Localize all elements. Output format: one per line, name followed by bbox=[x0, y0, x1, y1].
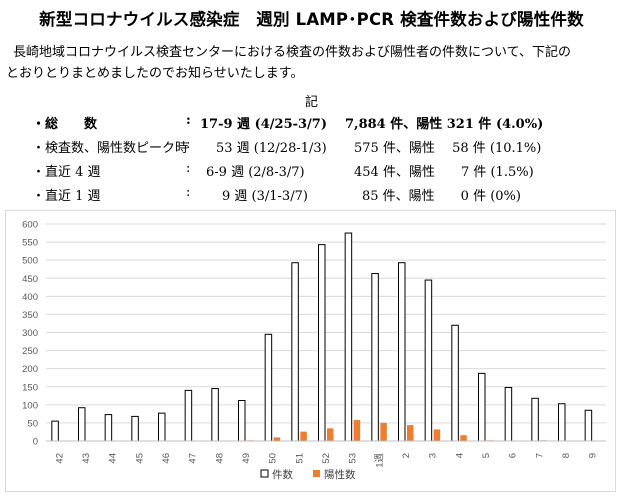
bar-kensu bbox=[344, 232, 353, 442]
x-tick-label: 44 bbox=[108, 453, 119, 464]
bar-yosei bbox=[353, 420, 361, 441]
summary-colon: : bbox=[186, 137, 191, 152]
ki-heading: 記 bbox=[304, 95, 318, 110]
bar-yosei bbox=[380, 422, 387, 441]
x-tick-label: 1週 bbox=[373, 453, 385, 468]
x-tick-label: 48 bbox=[214, 453, 225, 464]
x-tick-label: 53 bbox=[348, 453, 359, 464]
legend-label-yosei: 陽性数 bbox=[324, 468, 356, 481]
y-tick-label: 550 bbox=[22, 238, 38, 249]
bar-kensu bbox=[51, 420, 59, 442]
x-tick-label: 42 bbox=[54, 453, 65, 464]
bar-yosei bbox=[407, 425, 414, 441]
summary-weeks: 9 週 (3/1-3/7) bbox=[222, 189, 308, 204]
x-tick-label: 43 bbox=[81, 453, 92, 464]
bar-kensu bbox=[158, 412, 166, 442]
legend-label-kensu: 件数 bbox=[272, 468, 293, 481]
y-tick-label: 100 bbox=[22, 400, 38, 411]
legend-swatch-kensu bbox=[260, 469, 269, 478]
summary-label: ・総 数 bbox=[32, 117, 98, 132]
y-tick-label: 250 bbox=[22, 346, 38, 357]
bar-kensu bbox=[238, 399, 246, 442]
summary-counts: 575 件、陽性 58 件 (10.1%) bbox=[354, 141, 542, 156]
x-tick-label: 46 bbox=[161, 453, 172, 464]
x-tick-label: 52 bbox=[321, 453, 332, 464]
bar-kensu bbox=[184, 389, 193, 442]
y-tick-label: 50 bbox=[27, 418, 38, 429]
bar-kensu bbox=[531, 397, 539, 442]
summary-counts: 85 件、陽性 0 件 (0%) bbox=[362, 189, 521, 204]
y-tick-label: 350 bbox=[22, 310, 38, 321]
x-tick-label: 2 bbox=[401, 453, 412, 458]
bar-kensu bbox=[398, 262, 406, 442]
x-tick-label: 50 bbox=[268, 453, 279, 464]
y-tick-label: 0 bbox=[33, 437, 38, 448]
bar-yosei bbox=[433, 429, 441, 441]
bar-kensu bbox=[504, 386, 513, 442]
bar-yosei bbox=[273, 437, 281, 441]
x-tick-label: 51 bbox=[294, 453, 305, 464]
x-tick-label: 49 bbox=[241, 453, 252, 464]
x-tick-label: 45 bbox=[134, 453, 145, 464]
y-tick-label: 450 bbox=[22, 274, 38, 285]
bar-kensu bbox=[211, 388, 219, 442]
summary-weeks: 6-9 週 (2/8-3/7) bbox=[206, 165, 305, 180]
x-tick-label: 5 bbox=[481, 453, 492, 458]
chart-container: 0 50 100 150 200 250 300 350 400 450 500 550 600 42 43… bbox=[5, 210, 616, 492]
intro-text: 長崎地域コロナウイルス検査センターにおける検査の件数および陽性者の件数について、… bbox=[6, 42, 618, 84]
y-tick-label: 600 bbox=[22, 220, 38, 231]
summary-counts: 7,884 件、陽性 321 件 (4.0%) bbox=[345, 117, 544, 132]
x-tick-label: 9 bbox=[588, 453, 599, 458]
legend-swatch-yosei bbox=[313, 470, 320, 477]
page-title: 新型コロナウイルス感染症 週別 LAMP･PCR 検査件数および陽性件数 bbox=[39, 10, 584, 29]
bar-kensu bbox=[451, 324, 459, 442]
bar-kensu bbox=[264, 333, 273, 442]
x-tick-label: 8 bbox=[561, 453, 572, 458]
bar-yosei bbox=[327, 428, 334, 441]
bar-kensu bbox=[478, 372, 486, 442]
x-tick-label: 4 bbox=[454, 453, 465, 458]
bar-yosei bbox=[300, 431, 307, 441]
intro-line-2: とおりとりまとめましたのでお知らせいたします。 bbox=[6, 66, 304, 81]
x-tick-label: 47 bbox=[188, 453, 199, 464]
bar-kensu bbox=[558, 403, 566, 442]
summary-label: ・直近 4 週 bbox=[32, 165, 101, 180]
summary-label: ・直近 1 週 bbox=[32, 189, 101, 204]
y-tick-label: 150 bbox=[22, 382, 38, 393]
bar-kensu bbox=[131, 415, 139, 442]
y-tick-label: 300 bbox=[22, 328, 38, 339]
summary-colon: : bbox=[186, 113, 191, 128]
intro-line-1: 長崎地域コロナウイルス検査センターにおける検査の件数および陽性者の件数について、… bbox=[13, 45, 571, 60]
summary-colon: : bbox=[186, 161, 191, 176]
x-tick-label: 3 bbox=[428, 453, 439, 458]
y-tick-label: 500 bbox=[22, 256, 38, 267]
y-tick-label: 400 bbox=[22, 292, 38, 303]
bar-kensu bbox=[318, 244, 326, 442]
bar-kensu bbox=[291, 262, 299, 442]
bar-kensu bbox=[104, 414, 113, 442]
x-tick-label: 7 bbox=[534, 453, 545, 458]
x-tick-label: 6 bbox=[508, 453, 519, 458]
summary-label: ・検査数、陽性数ピーク時 bbox=[32, 141, 189, 156]
summary-weeks: 17-9 週 (4/25-3/7) bbox=[200, 117, 328, 132]
bar-kensu bbox=[584, 409, 593, 442]
bar-yosei bbox=[460, 435, 467, 441]
bar-kensu bbox=[371, 273, 379, 442]
summary-weeks: 53 週 (12/28-1/3) bbox=[216, 141, 327, 156]
bar-kensu bbox=[78, 407, 86, 442]
y-tick-label: 200 bbox=[22, 364, 38, 375]
summary-colon: : bbox=[186, 185, 191, 200]
bar-kensu bbox=[424, 279, 433, 442]
summary-counts: 454 件、陽性 7 件 (1.5%) bbox=[354, 165, 534, 180]
